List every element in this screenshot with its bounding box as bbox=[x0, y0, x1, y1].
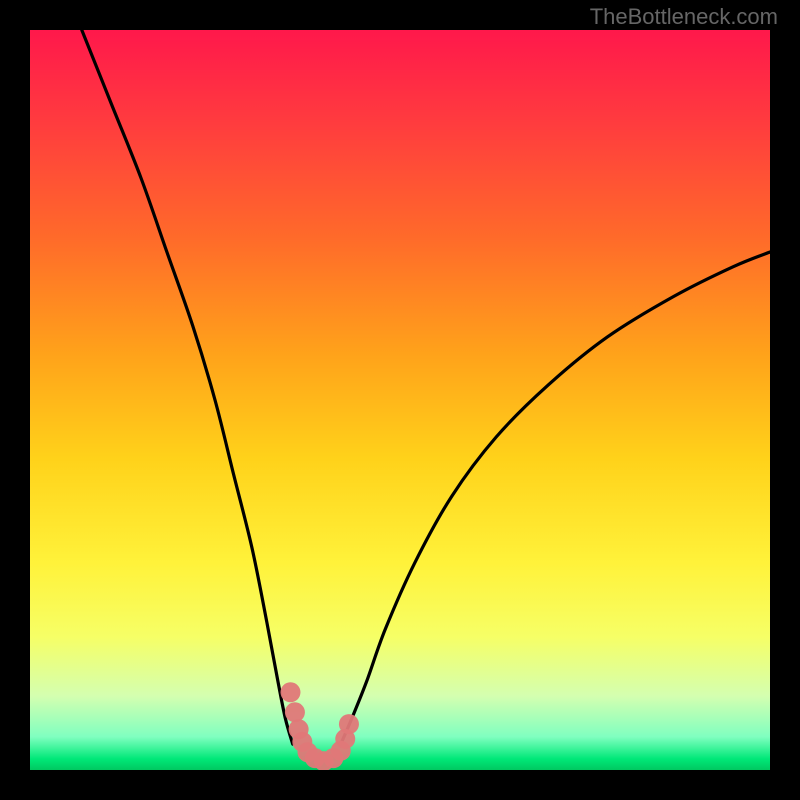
valley-marker bbox=[30, 30, 770, 770]
chart-area bbox=[30, 30, 770, 770]
watermark-text: TheBottleneck.com bbox=[590, 4, 778, 30]
